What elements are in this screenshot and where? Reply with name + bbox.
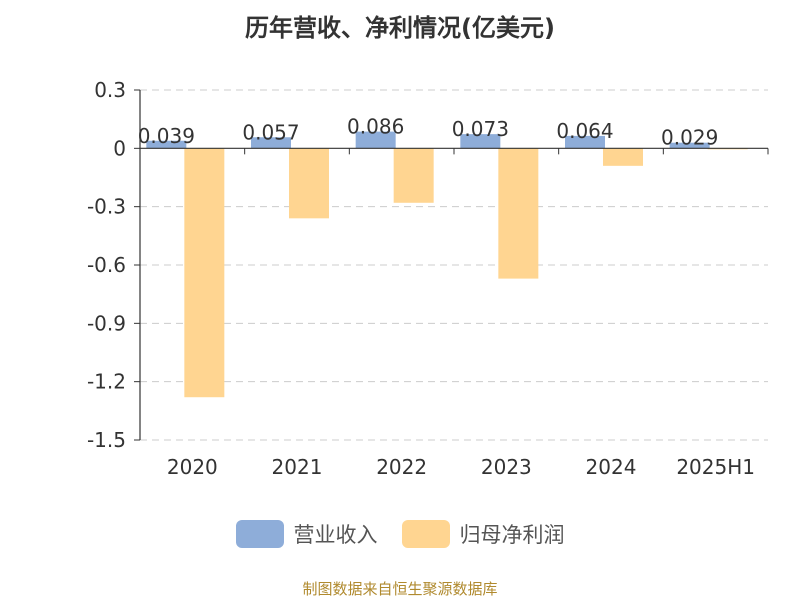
data-label: 0.073	[452, 117, 509, 141]
legend-swatch-revenue	[235, 520, 284, 548]
bar-revenue	[669, 142, 710, 149]
bar-profit	[184, 148, 225, 398]
data-label: 0.029	[661, 126, 718, 150]
grid-lines	[140, 89, 768, 441]
legend-item-profit[interactable]: 归母净利润	[401, 519, 565, 549]
legend-item-revenue[interactable]: 营业收入	[235, 519, 378, 549]
y-tick-label: 0	[113, 136, 126, 160]
bar-revenue	[460, 134, 501, 149]
y-tick-label: -0.6	[87, 253, 126, 277]
legend-label-revenue: 营业收入	[293, 523, 378, 547]
y-tick-label: -1.2	[87, 370, 126, 394]
legend: 营业收入 归母净利润	[0, 517, 800, 551]
bar-revenue	[251, 137, 291, 149]
data-label: 0.086	[347, 115, 404, 139]
x-tick-label: 2024	[586, 455, 637, 479]
y-tick-label: -0.9	[87, 311, 126, 335]
bar-profit	[393, 148, 434, 203]
bar-profit	[603, 148, 643, 166]
legend-swatch-profit	[401, 520, 450, 548]
x-tick-label: 2021	[272, 455, 323, 479]
source-note: 制图数据来自恒生聚源数据库	[302, 580, 498, 598]
bar-revenue	[146, 140, 187, 149]
bars	[146, 131, 748, 398]
data-label: 0.064	[556, 119, 613, 143]
chart-title: 历年营收、净利情况(亿美元)	[245, 14, 555, 42]
axes: 0.3 0 -0.3 -0.6 -0.9 -1.2 -1.5 2020 2021 2022 2023…	[87, 78, 769, 479]
bar-revenue	[355, 131, 396, 149]
x-tick-label: 2025H1	[676, 455, 755, 479]
y-tick-label: 0.3	[94, 78, 126, 102]
bar-revenue	[565, 135, 605, 149]
bar-profit	[289, 148, 329, 219]
bar-profit	[498, 148, 539, 279]
data-labels: 0.039 0.057 0.086 0.073 0.064 0.029	[138, 115, 719, 150]
x-tick-label: 2020	[167, 455, 218, 479]
y-tick-label: -1.5	[87, 428, 126, 452]
x-tick-label: 2022	[376, 455, 427, 479]
legend-label-profit: 归母净利润	[459, 523, 565, 547]
x-tick-label: 2023	[481, 455, 532, 479]
data-label: 0.057	[242, 120, 299, 144]
y-tick-label: -0.3	[87, 195, 126, 219]
data-label: 0.039	[138, 124, 195, 148]
